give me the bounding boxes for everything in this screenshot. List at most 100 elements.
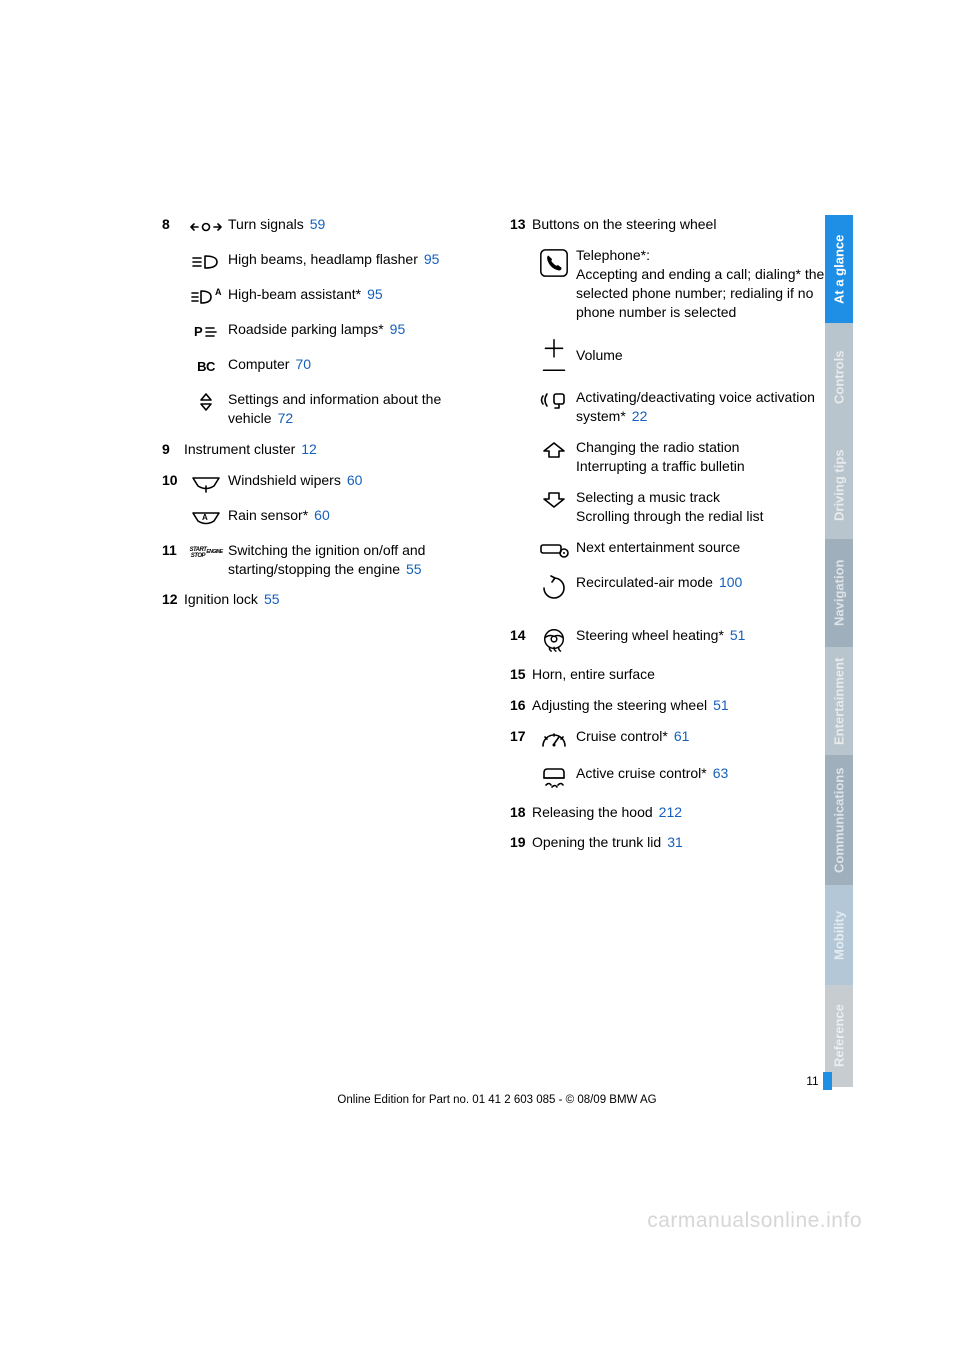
entry-number: 11 xyxy=(162,541,184,560)
parking-lamps-icon: P xyxy=(184,320,228,343)
tab-at-a-glance[interactable]: At a glance xyxy=(825,215,853,323)
left-column: 8 Turn signals59 High beams, headlamp flas… xyxy=(162,215,482,864)
optional-star-icon: * xyxy=(356,286,361,302)
tab-communications[interactable]: Communications xyxy=(825,755,853,885)
entry-row: Telephone*:Accepting and ending a call; … xyxy=(510,246,830,322)
tab-entertainment[interactable]: Entertainment xyxy=(825,647,853,755)
entry-text: High-beam assistant*95 xyxy=(228,285,482,304)
tab-mobility[interactable]: Mobility xyxy=(825,885,853,985)
page-reference[interactable]: 61 xyxy=(674,728,690,744)
page-number: 11 xyxy=(806,1074,818,1088)
entry-text: Adjusting the steering wheel51 xyxy=(532,696,830,715)
svg-text:P: P xyxy=(194,324,203,339)
down-arrow-icon xyxy=(532,488,576,511)
entry-text: Releasing the hood212 xyxy=(532,803,830,822)
entry-row: 15Horn, entire surface xyxy=(510,665,830,684)
page-footer: 11 Online Edition for Part no. 01 41 2 6… xyxy=(162,1072,832,1106)
tab-navigation[interactable]: Navigation xyxy=(825,539,853,647)
page-reference[interactable]: 72 xyxy=(278,410,294,426)
entry-row: 10 Windshield wipers60 xyxy=(162,471,482,494)
optional-star-icon: * xyxy=(701,765,706,781)
page-reference[interactable]: 55 xyxy=(406,561,422,577)
tab-controls[interactable]: Controls xyxy=(825,323,853,431)
entry-text: Rain sensor*60 xyxy=(228,506,482,525)
svg-text:A: A xyxy=(215,287,222,297)
entry-text: Activating/deactivating voice activation… xyxy=(576,388,830,426)
entry-text: Next entertainment source xyxy=(576,538,830,557)
entry-row: Next entertainment source xyxy=(510,538,830,561)
content-columns: 8 Turn signals59 High beams, headlamp flas… xyxy=(162,215,832,864)
entry-number: 17 xyxy=(510,727,532,746)
cruise-icon xyxy=(532,727,576,752)
entry-text: Active cruise control*63 xyxy=(576,764,830,783)
watermark: carmanualsonline.info xyxy=(647,1209,862,1233)
entry-text: Windshield wipers60 xyxy=(228,471,482,490)
entry-number: 9 xyxy=(162,440,184,459)
entry-row: Recirculated-air mode100 xyxy=(510,573,830,600)
volume-icon xyxy=(532,333,576,376)
entry-row: Volume xyxy=(510,333,830,376)
entry-text: Turn signals59 xyxy=(228,215,482,234)
right-column: 13Buttons on the steering wheel Telephone… xyxy=(510,215,830,864)
optional-star-icon: * xyxy=(662,728,667,744)
optional-star-icon: * xyxy=(303,507,308,523)
page-number-row: 11 xyxy=(162,1072,832,1090)
page-reference[interactable]: 51 xyxy=(713,697,729,713)
entry-text: Telephone*:Accepting and ending a call; … xyxy=(576,246,830,322)
entry-row: 8 Turn signals59 xyxy=(162,215,482,238)
entry-text: High beams, headlamp flasher95 xyxy=(228,250,482,269)
page-reference[interactable]: 63 xyxy=(713,765,729,781)
page-reference[interactable]: 59 xyxy=(310,216,326,232)
entry-row: 14Steering wheel heating*51 xyxy=(510,626,830,653)
optional-star-icon: * xyxy=(378,321,383,337)
rain-sensor-icon: A xyxy=(184,506,228,529)
page-reference[interactable]: 60 xyxy=(314,507,330,523)
entry-text: Cruise control*61 xyxy=(576,727,830,746)
entry-row: 13Buttons on the steering wheel xyxy=(510,215,830,234)
tab-driving-tips[interactable]: Driving tips xyxy=(825,431,853,539)
page-reference[interactable]: 55 xyxy=(264,591,280,607)
entry-text: Selecting a music trackScrolling through… xyxy=(576,488,830,526)
phone-icon xyxy=(532,246,576,279)
entry-number: 10 xyxy=(162,471,184,490)
entry-text: Horn, entire surface xyxy=(532,665,830,684)
page-reference[interactable]: 12 xyxy=(301,441,317,457)
entry-number: 8 xyxy=(162,215,184,234)
up-down-icon xyxy=(184,390,228,413)
entry-row: ARain sensor*60 xyxy=(162,506,482,529)
page-reference[interactable]: 51 xyxy=(730,627,746,643)
entry-text: Ignition lock55 xyxy=(184,590,482,609)
page-reference[interactable]: 70 xyxy=(295,356,311,372)
page-reference[interactable]: 31 xyxy=(667,834,683,850)
entry-row: High beams, headlamp flasher95 xyxy=(162,250,482,273)
entry-text: Steering wheel heating*51 xyxy=(576,626,830,645)
entry-row: Settings and information about the vehic… xyxy=(162,390,482,428)
entry-row: 18Releasing the hood212 xyxy=(510,803,830,822)
page-reference[interactable]: 212 xyxy=(659,804,682,820)
up-arrow-icon xyxy=(532,438,576,461)
entry-row: Changing the radio stationInterrupting a… xyxy=(510,438,830,476)
entry-text: Instrument cluster12 xyxy=(184,440,482,459)
entry-number: 13 xyxy=(510,215,532,234)
entry-number: 14 xyxy=(510,626,532,645)
active-cruise-icon xyxy=(532,764,576,791)
entry-text: Changing the radio stationInterrupting a… xyxy=(576,438,830,476)
optional-star-icon: * xyxy=(718,627,723,643)
page-reference[interactable]: 95 xyxy=(424,251,440,267)
page-reference[interactable]: 100 xyxy=(719,574,742,590)
start-stop-icon: STARTSTOPENGINE xyxy=(184,541,228,564)
entry-text: Computer70 xyxy=(228,355,482,374)
turn-signals-icon xyxy=(184,215,228,238)
entry-text: Switching the ignition on/off and starti… xyxy=(228,541,482,579)
page-reference[interactable]: 95 xyxy=(367,286,383,302)
entry-row: BCComputer70 xyxy=(162,355,482,378)
page-reference[interactable]: 22 xyxy=(632,408,648,424)
entry-number: 18 xyxy=(510,803,532,822)
entry-row: Active cruise control*63 xyxy=(510,764,830,791)
recirc-icon xyxy=(532,573,576,600)
entry-row: 19Opening the trunk lid31 xyxy=(510,833,830,852)
heated-wheel-icon xyxy=(532,626,576,653)
page-reference[interactable]: 60 xyxy=(347,472,363,488)
entry-row: PRoadside parking lamps*95 xyxy=(162,320,482,343)
page-reference[interactable]: 95 xyxy=(390,321,406,337)
